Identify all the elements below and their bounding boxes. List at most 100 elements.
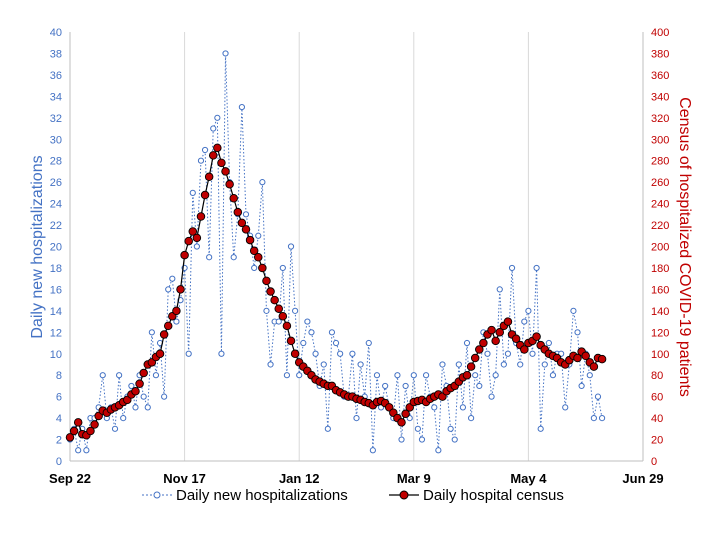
data-point-daily-new-hospitalizations	[287, 243, 295, 250]
data-point-daily-new-hospitalizations	[492, 372, 499, 379]
data-point-daily-new-hospitalizations	[218, 350, 225, 357]
data-point-daily-new-hospitalizations	[148, 329, 155, 336]
data-point-daily-hospital-census	[462, 370, 472, 380]
data-point-daily-new-hospitalizations	[189, 189, 196, 196]
y-right-tick-label: 140	[651, 306, 669, 318]
x-tick-label: May 4	[510, 471, 547, 486]
y-left-tick-label: 10	[50, 349, 62, 361]
legend-item-daily-new-hospitalizations: Daily new hospitalizations	[142, 487, 348, 504]
data-point-daily-new-hospitalizations	[99, 372, 106, 379]
y-left-tick-label: 30	[50, 134, 62, 146]
data-point-daily-hospital-census	[180, 250, 189, 260]
y-right-tick-label: 360	[651, 70, 669, 82]
data-point-daily-hospital-census	[163, 321, 173, 331]
y-right-tick-label: 60	[651, 392, 663, 404]
y-left-tick-label: 22	[50, 220, 62, 232]
y-right-tick-label: 240	[651, 199, 669, 211]
data-point-daily-hospital-census	[155, 349, 165, 359]
data-point-daily-new-hospitalizations	[476, 382, 483, 390]
x-tick-label: Sep 22	[49, 471, 91, 486]
y-left-tick-label: 6	[56, 392, 62, 404]
data-point-daily-hospital-census	[73, 418, 83, 427]
x-tick-label: Jan 12	[279, 471, 319, 486]
data-point-daily-hospital-census	[290, 349, 300, 359]
data-point-daily-new-hospitalizations	[594, 393, 602, 400]
data-point-daily-new-hospitalizations	[570, 307, 577, 314]
data-point-daily-hospital-census	[200, 190, 210, 200]
data-point-daily-hospital-census	[90, 420, 99, 429]
y-right-tick-label: 180	[651, 263, 669, 275]
data-point-daily-new-hospitalizations	[496, 286, 503, 293]
data-point-daily-hospital-census	[241, 225, 251, 234]
data-point-daily-hospital-census	[159, 330, 169, 339]
data-point-daily-new-hospitalizations	[398, 436, 405, 443]
data-point-daily-new-hospitalizations	[574, 329, 581, 336]
data-point-daily-hospital-census	[479, 338, 488, 348]
data-point-daily-new-hospitalizations	[472, 372, 479, 379]
data-point-daily-hospital-census	[581, 351, 590, 361]
data-point-daily-new-hospitalizations	[304, 318, 311, 325]
data-point-daily-hospital-census	[217, 158, 226, 168]
data-point-daily-hospital-census	[131, 387, 140, 396]
data-point-daily-hospital-census	[192, 233, 202, 243]
data-point-daily-new-hospitalizations	[455, 361, 462, 368]
data-point-daily-hospital-census	[172, 306, 181, 316]
data-point-daily-new-hospitalizations	[545, 339, 552, 347]
data-point-daily-new-hospitalizations	[259, 179, 266, 186]
data-point-daily-new-hospitalizations	[116, 372, 123, 379]
data-point-daily-new-hospitalizations	[152, 372, 160, 379]
data-point-daily-new-hospitalizations	[320, 361, 327, 368]
data-point-daily-new-hospitalizations	[549, 372, 557, 379]
data-point-daily-hospital-census	[196, 212, 206, 221]
data-point-daily-new-hospitalizations	[537, 425, 544, 432]
legend-label-daily-new-hospitalizations: Daily new hospitalizations	[176, 487, 348, 504]
data-point-daily-hospital-census	[487, 325, 496, 335]
y-left-tick-label: 40	[50, 27, 62, 39]
data-point-daily-new-hospitalizations	[578, 382, 585, 390]
data-point-daily-hospital-census	[184, 236, 193, 246]
axes: Sep 22 Nov 17 Jan 12 Mar 9 May 4 Jun 29024681…	[49, 27, 669, 486]
data-point-daily-hospital-census	[65, 433, 75, 442]
data-point-daily-hospital-census	[139, 368, 148, 378]
data-point-daily-new-hospitalizations	[349, 350, 356, 357]
data-point-daily-hospital-census	[282, 321, 292, 331]
y-right-tick-label: 380	[651, 48, 669, 60]
data-point-daily-new-hospitalizations	[562, 404, 569, 411]
data-point-daily-new-hospitalizations	[422, 372, 430, 379]
y-left-tick-label: 26	[50, 177, 62, 189]
y-right-tick-label: 200	[651, 242, 669, 254]
data-point-daily-new-hospitalizations	[517, 361, 524, 368]
y-right-tick-label: 280	[651, 156, 669, 168]
data-point-daily-new-hospitalizations	[353, 415, 360, 422]
data-point-daily-new-hospitalizations	[222, 50, 229, 57]
data-point-daily-new-hospitalizations	[140, 393, 147, 400]
data-point-daily-hospital-census	[204, 172, 214, 182]
data-point-daily-hospital-census	[208, 151, 218, 160]
data-point-daily-new-hospitalizations	[451, 436, 458, 443]
series-daily-hospital-census	[65, 143, 607, 442]
data-point-daily-new-hospitalizations	[144, 404, 151, 411]
data-point-daily-hospital-census	[229, 193, 238, 203]
data-point-daily-new-hospitalizations	[210, 125, 217, 132]
y-right-tick-label: 300	[651, 134, 669, 146]
data-point-daily-hospital-census	[176, 285, 185, 294]
data-point-daily-new-hospitalizations	[590, 415, 597, 422]
data-point-daily-new-hospitalizations	[165, 286, 172, 293]
data-point-daily-new-hospitalizations	[439, 361, 446, 368]
data-point-daily-hospital-census	[589, 362, 599, 371]
y-left-tick-label: 28	[50, 156, 62, 168]
data-point-daily-new-hospitalizations	[255, 232, 262, 239]
data-point-daily-hospital-census	[245, 235, 255, 245]
data-point-daily-hospital-census	[397, 418, 406, 427]
data-point-daily-new-hospitalizations	[418, 436, 426, 443]
data-point-daily-new-hospitalizations	[402, 382, 409, 390]
y-left-tick-label: 16	[50, 284, 62, 296]
y-left-tick-label: 32	[50, 113, 62, 125]
data-point-daily-hospital-census	[266, 287, 275, 296]
data-point-daily-new-hospitalizations	[230, 254, 237, 261]
data-point-daily-hospital-census	[135, 379, 144, 389]
y-right-tick-label: 40	[651, 413, 663, 425]
y-right-tick-label: 120	[651, 327, 669, 339]
data-point-daily-new-hospitalizations	[365, 339, 372, 347]
